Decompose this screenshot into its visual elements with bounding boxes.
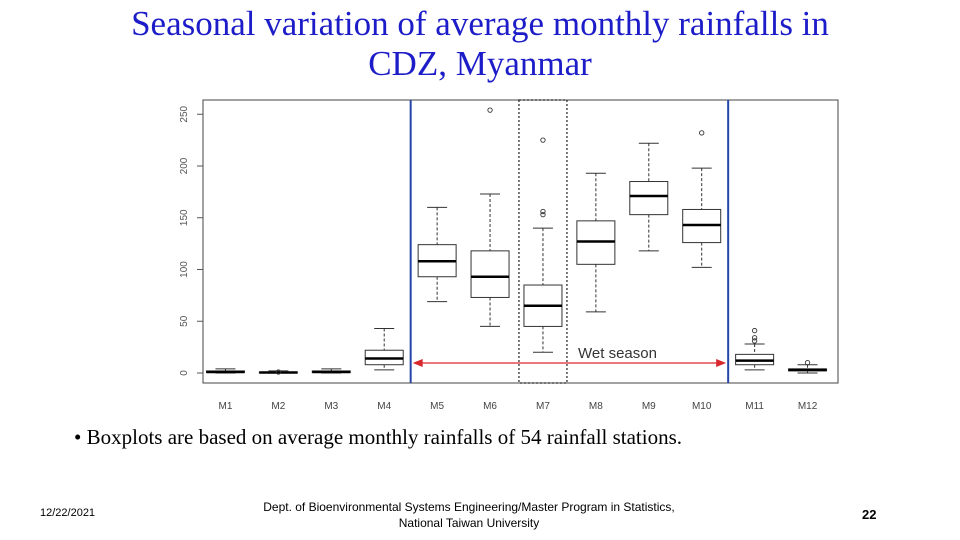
outlier-M11-1: [752, 336, 756, 340]
x-tick-label-M3: M3: [324, 401, 338, 412]
wet-season-arrow-left-head: [413, 359, 423, 367]
bullet-note: • Boxplots are based on average monthly …: [74, 425, 682, 450]
y-tick-label-150: 150: [179, 209, 190, 226]
y-tick-label-50: 50: [179, 315, 190, 327]
y-tick-label-100: 100: [179, 261, 190, 278]
x-tick-label-M1: M1: [219, 401, 233, 412]
outlier-M12-0: [805, 360, 809, 364]
x-tick-label-M8: M8: [589, 401, 603, 412]
x-tick-label-M10: M10: [692, 401, 712, 412]
outlier-M7-1: [541, 209, 545, 213]
footer-affiliation-line-2: National Taiwan University: [230, 515, 708, 531]
y-tick-label-0: 0: [179, 370, 190, 376]
x-tick-label-M9: M9: [642, 401, 656, 412]
y-tick-label-250: 250: [179, 105, 190, 122]
rainfall-boxplot-chart: 0 50 100 150 200 250 M1 M2 M3 M4 M5 M6 M7 M8 M9 M10 M11 M…: [0, 0, 960, 420]
plot-frame: [203, 100, 838, 383]
x-tick-label-M11: M11: [745, 401, 764, 412]
y-tick-label-200: 200: [179, 157, 190, 174]
outlier-M10-0: [700, 131, 704, 135]
x-tick-label-M12: M12: [798, 401, 818, 412]
x-tick-label-M6: M6: [483, 401, 497, 412]
footer-affiliation-line-1: Dept. of Bioenvironmental Systems Engine…: [230, 499, 708, 515]
footer-date: 12/22/2021: [40, 507, 95, 519]
outlier-M6-0: [488, 108, 492, 112]
outlier-M7-2: [541, 138, 545, 142]
x-tick-label-M2: M2: [271, 401, 285, 412]
x-tick-label-M7: M7: [536, 401, 550, 412]
page-number: 22: [862, 507, 876, 522]
outlier-M11-2: [752, 328, 756, 332]
x-tick-label-M5: M5: [430, 401, 444, 412]
wet-season-label: Wet season: [578, 345, 657, 362]
footer-affiliation: Dept. of Bioenvironmental Systems Engine…: [230, 499, 708, 531]
x-tick-label-M4: M4: [377, 401, 391, 412]
box-M9: [630, 182, 668, 215]
wet-season-arrow-right-head: [716, 359, 726, 367]
box-M6: [471, 251, 509, 298]
